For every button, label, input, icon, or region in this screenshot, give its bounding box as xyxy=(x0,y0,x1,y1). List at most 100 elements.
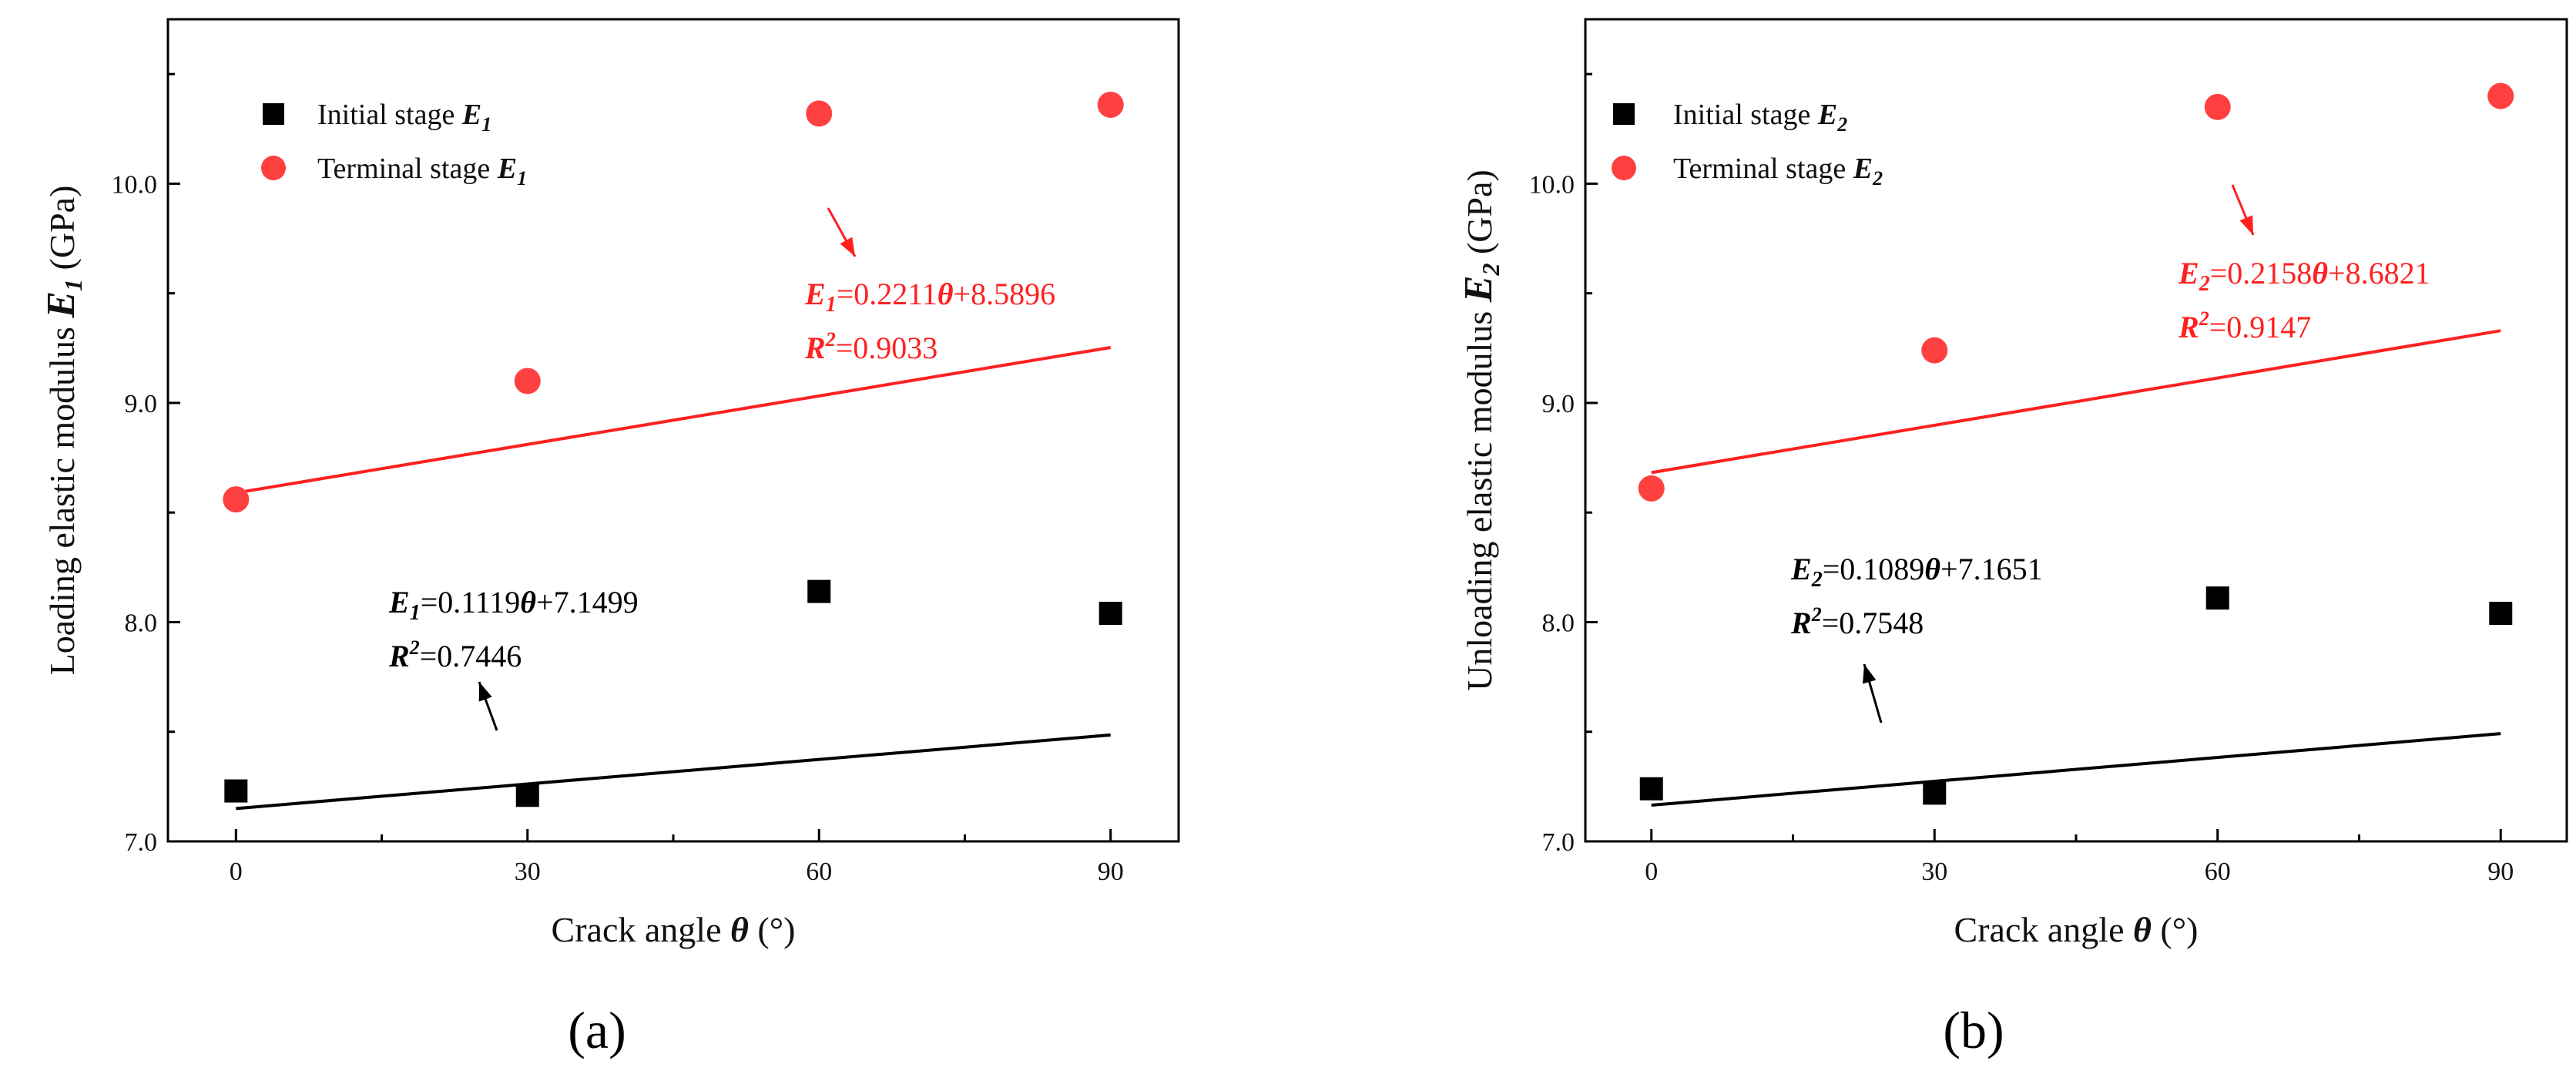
eq-theta: θ xyxy=(1924,552,1940,586)
legend-label: Terminal stage xyxy=(1673,153,1853,185)
y-tick-label: 8.0 xyxy=(1542,609,1575,637)
y-axis-title-unit: (GPa) xyxy=(42,186,82,279)
terminal-r-squared: R2=0.9033 xyxy=(804,328,937,365)
y-axis-title-text: Unloading elastic modulus xyxy=(1460,302,1499,691)
legend-var: E xyxy=(1817,99,1837,131)
legend-var: E xyxy=(461,99,481,131)
legend-label: Initial stage xyxy=(317,99,462,131)
initial-stage-point xyxy=(2489,602,2513,626)
legend-sub: 1 xyxy=(517,167,527,190)
legend-sub: 2 xyxy=(1872,167,1883,190)
initial-stage-point xyxy=(2205,586,2229,610)
terminal-stage-point xyxy=(1097,91,1124,118)
eq-tail: +8.6821 xyxy=(2328,256,2430,290)
x-tick-label: 0 xyxy=(230,858,243,886)
y-tick-label: 10.0 xyxy=(112,170,158,199)
y-tick-label: 9.0 xyxy=(125,390,158,418)
eq-sub: 1 xyxy=(410,601,421,625)
eq-var: E xyxy=(1790,552,1812,586)
y-axis-title-var: E xyxy=(39,291,83,319)
x-axis-title-var: θ xyxy=(2133,910,2152,949)
initial-r-squared: R2=0.7548 xyxy=(1790,603,1924,640)
x-tick-label: 60 xyxy=(806,858,832,886)
x-axis-title-text: Crack angle xyxy=(552,910,730,949)
plot-frame xyxy=(166,18,1180,843)
y-axis-title-text: Loading elastic modulus xyxy=(42,318,82,676)
x-axis-title: Crack angle θ (°) xyxy=(552,910,796,949)
r2-value: =0.9147 xyxy=(2209,310,2312,344)
legend-terminal-text: Terminal stage E2 xyxy=(1673,153,1883,190)
r2-sup: 2 xyxy=(1811,603,1822,626)
y-tick-label: 10.0 xyxy=(1529,170,1575,199)
eq-sub: 2 xyxy=(2199,272,2210,296)
legend-initial-marker xyxy=(263,103,284,125)
terminal-equation: E2=0.2158θ+8.6821 xyxy=(2178,256,2430,296)
terminal-arrow-head xyxy=(840,237,855,257)
x-axis-title-var: θ xyxy=(730,910,749,949)
eq-tail: +8.5896 xyxy=(954,277,1056,311)
plot-frame xyxy=(1584,18,2568,843)
fit-line-terminal xyxy=(1651,329,2501,475)
x-tick-label: 60 xyxy=(2205,858,2231,886)
r2-value: =0.9033 xyxy=(836,331,938,365)
eq-theta: θ xyxy=(520,585,536,619)
fit-line-initial xyxy=(1651,732,2501,807)
initial-stage-point xyxy=(1098,602,1122,626)
r2-value: =0.7446 xyxy=(420,639,522,673)
terminal-stage-point xyxy=(806,100,833,127)
legend-label: Initial stage xyxy=(1673,99,1818,131)
y-axis-title: Loading elastic modulus E1 (GPa) xyxy=(39,186,87,676)
x-tick-label: 30 xyxy=(515,858,541,886)
legend-sub: 2 xyxy=(1836,113,1847,136)
eq-rhs: =0.1089 xyxy=(1823,552,1925,586)
y-axis-title: Unloading elastic modulus E2 (GPa) xyxy=(1457,170,1504,691)
eq-rhs: =0.2158 xyxy=(2210,256,2313,290)
x-tick-label: 90 xyxy=(1098,858,1124,886)
y-axis-title-sub: 1 xyxy=(59,279,87,291)
r2-sup: 2 xyxy=(825,328,836,351)
initial-arrow-head xyxy=(1863,664,1877,684)
legend-var: E xyxy=(497,153,517,185)
x-tick-label: 90 xyxy=(2487,858,2514,886)
panel-a: 0 30 60 90 7.0 8.0 9.0 10.0 Crack angle θ (°) Loa… xyxy=(39,18,1180,1059)
terminal-stage-point xyxy=(2204,93,2231,120)
panel-label: (a) xyxy=(568,1001,626,1059)
panel-b: 0 30 60 90 7.0 8.0 9.0 10.0 Crack angle θ (°) Unl… xyxy=(1457,18,2568,1059)
initial-equation: E2=0.1089θ+7.1651 xyxy=(1790,552,2043,592)
terminal-stage-point xyxy=(1638,475,1665,502)
legend-terminal-text: Terminal stage E1 xyxy=(317,153,527,190)
legend-sub: 1 xyxy=(481,113,491,136)
r2-var: R xyxy=(804,331,826,365)
eq-theta: θ xyxy=(937,277,954,311)
initial-r-squared: R2=0.7446 xyxy=(388,636,522,673)
eq-sub: 2 xyxy=(1811,568,1823,592)
terminal-stage-point xyxy=(2487,82,2514,109)
legend-terminal-marker xyxy=(1612,156,1636,180)
terminal-stage-point xyxy=(223,486,250,513)
panel-label: (b) xyxy=(1943,1001,2004,1059)
initial-stage-point xyxy=(807,579,831,603)
legend-initial-text: Initial stage E2 xyxy=(1673,99,1847,136)
eq-theta: θ xyxy=(2312,256,2328,290)
fit-line-terminal xyxy=(235,346,1112,495)
r2-sup: 2 xyxy=(2199,307,2209,330)
eq-sub: 1 xyxy=(826,293,837,317)
terminal-stage-point xyxy=(1921,337,1948,364)
r2-sup: 2 xyxy=(409,636,420,659)
initial-stage-point xyxy=(515,784,539,807)
x-axis-title-text: Crack angle xyxy=(1954,910,2133,949)
initial-stage-point xyxy=(1639,777,1663,801)
y-tick-label: 8.0 xyxy=(125,609,158,637)
eq-var: E xyxy=(804,277,826,311)
initial-stage-point xyxy=(224,779,248,803)
fit-line-initial xyxy=(236,733,1111,811)
legend-label: Terminal stage xyxy=(317,153,498,185)
legend-terminal-marker xyxy=(261,156,286,180)
eq-tail: +7.1651 xyxy=(1940,552,2043,586)
r2-value: =0.7548 xyxy=(1822,606,1924,640)
x-axis-title: Crack angle θ (°) xyxy=(1954,910,2199,949)
x-axis-title-unit: (°) xyxy=(749,910,796,949)
legend-initial-text: Initial stage E1 xyxy=(317,99,491,136)
eq-rhs: =0.1119 xyxy=(421,585,521,619)
